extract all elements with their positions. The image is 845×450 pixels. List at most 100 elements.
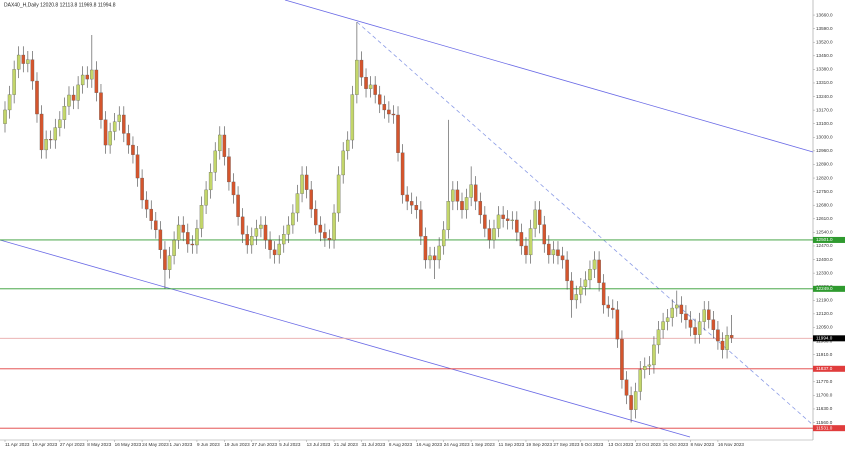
candle-body <box>295 193 300 214</box>
candle-body <box>190 243 195 246</box>
candle-body <box>451 189 455 202</box>
candle-body <box>679 304 684 315</box>
candle-body <box>218 134 222 152</box>
candle-body <box>565 259 569 282</box>
candle-body <box>323 232 327 239</box>
candle-body <box>464 197 469 211</box>
candle-body <box>396 114 400 153</box>
candle-body <box>556 249 560 256</box>
candle-body <box>172 239 176 256</box>
candle-body <box>364 77 368 89</box>
y-tick-label: 13590.0 <box>816 26 833 31</box>
candle-body <box>131 144 135 155</box>
candle-body <box>528 228 533 256</box>
candle-body <box>624 379 629 396</box>
x-tick-label: 11 Sep 2023 <box>499 442 525 447</box>
candle-body <box>291 212 295 226</box>
candle-body <box>684 313 688 321</box>
y-tick-label: 11700.0 <box>816 393 833 398</box>
candle-body <box>53 127 58 141</box>
y-tick-label: 12050.0 <box>816 325 833 330</box>
candle-body <box>126 133 131 146</box>
candle-body <box>254 228 259 237</box>
candle-body <box>675 304 679 309</box>
y-tick-label: 12960.0 <box>816 148 833 153</box>
x-tick-label: 1 Jun 2023 <box>170 442 193 447</box>
candle-body <box>186 232 190 245</box>
candle-body <box>286 224 291 235</box>
price-level-box <box>813 236 845 243</box>
y-tick-label: 13240.0 <box>816 94 833 99</box>
price-level-box <box>813 425 845 432</box>
candle-body <box>620 338 624 380</box>
y-tick-label: 12540.0 <box>816 230 833 235</box>
x-tick-label: 1 Sep 2023 <box>471 442 495 447</box>
y-tick-label: 13380.0 <box>816 67 833 72</box>
candle-body <box>263 224 268 241</box>
candle-body <box>112 121 117 132</box>
candle-body <box>478 201 483 216</box>
candle-body <box>469 184 473 198</box>
candle-body <box>300 174 304 194</box>
x-tick-label: 24 Aug 2023 <box>444 442 470 447</box>
candle-body <box>268 239 272 250</box>
candle-body <box>597 259 601 283</box>
candle-body <box>314 208 318 226</box>
candle-body <box>176 224 181 241</box>
candle-body <box>154 220 158 231</box>
x-tick-label: 9 Jun 2023 <box>197 442 220 447</box>
candle-body <box>505 218 510 221</box>
y-tick-label: 12750.0 <box>816 189 833 194</box>
y-tick-label: 12470.0 <box>816 243 833 248</box>
candle-body <box>245 234 249 246</box>
y-tick-label: 13520.0 <box>816 39 833 44</box>
candle-body <box>208 172 213 191</box>
candle-body <box>423 236 428 261</box>
x-tick-label: 27 Sep 2023 <box>553 442 580 447</box>
candle-body <box>606 304 610 309</box>
y-tick-label: 12190.0 <box>816 298 833 303</box>
candle-body <box>76 84 80 101</box>
candle-body <box>537 209 542 225</box>
price-level-box <box>813 365 845 372</box>
price-level-label: 12501.0 <box>816 237 833 242</box>
candle-body <box>652 344 656 366</box>
candle-body <box>560 255 565 261</box>
candle-body <box>583 279 588 287</box>
candle-body <box>405 194 409 202</box>
candle-body <box>707 309 711 320</box>
candle-body <box>85 74 90 80</box>
y-tick-label: 12400.0 <box>816 257 833 262</box>
x-tick-label: 5 Jul 2023 <box>279 442 301 447</box>
candle-body <box>533 209 537 229</box>
candle-body <box>12 69 16 95</box>
candle-body <box>355 59 359 95</box>
candle-body <box>720 340 725 350</box>
candle-body <box>414 205 419 211</box>
candle-body <box>58 119 62 128</box>
price-level-label: 11531.0 <box>816 425 833 430</box>
x-tick-label: 16 May 2023 <box>115 442 142 447</box>
y-tick-label: 11910.0 <box>816 352 833 357</box>
candle-body <box>44 139 48 151</box>
candle-body <box>588 269 592 281</box>
y-tick-label: 12820.0 <box>816 175 833 180</box>
candle-body <box>122 114 126 134</box>
y-tick-label: 13170.0 <box>816 107 833 112</box>
candle-body <box>345 139 350 152</box>
candle-body <box>272 249 277 256</box>
candle-body <box>135 154 140 179</box>
candle-body <box>350 94 355 141</box>
candle-body <box>496 214 501 229</box>
candle-body <box>227 156 231 183</box>
candle-body <box>35 80 39 115</box>
candle-body <box>441 229 446 247</box>
candle-body <box>601 282 606 306</box>
candle-body <box>455 189 460 202</box>
candle-body <box>318 224 323 233</box>
candle-body <box>688 319 693 328</box>
candle-body <box>643 366 647 370</box>
candle-body <box>167 255 172 270</box>
